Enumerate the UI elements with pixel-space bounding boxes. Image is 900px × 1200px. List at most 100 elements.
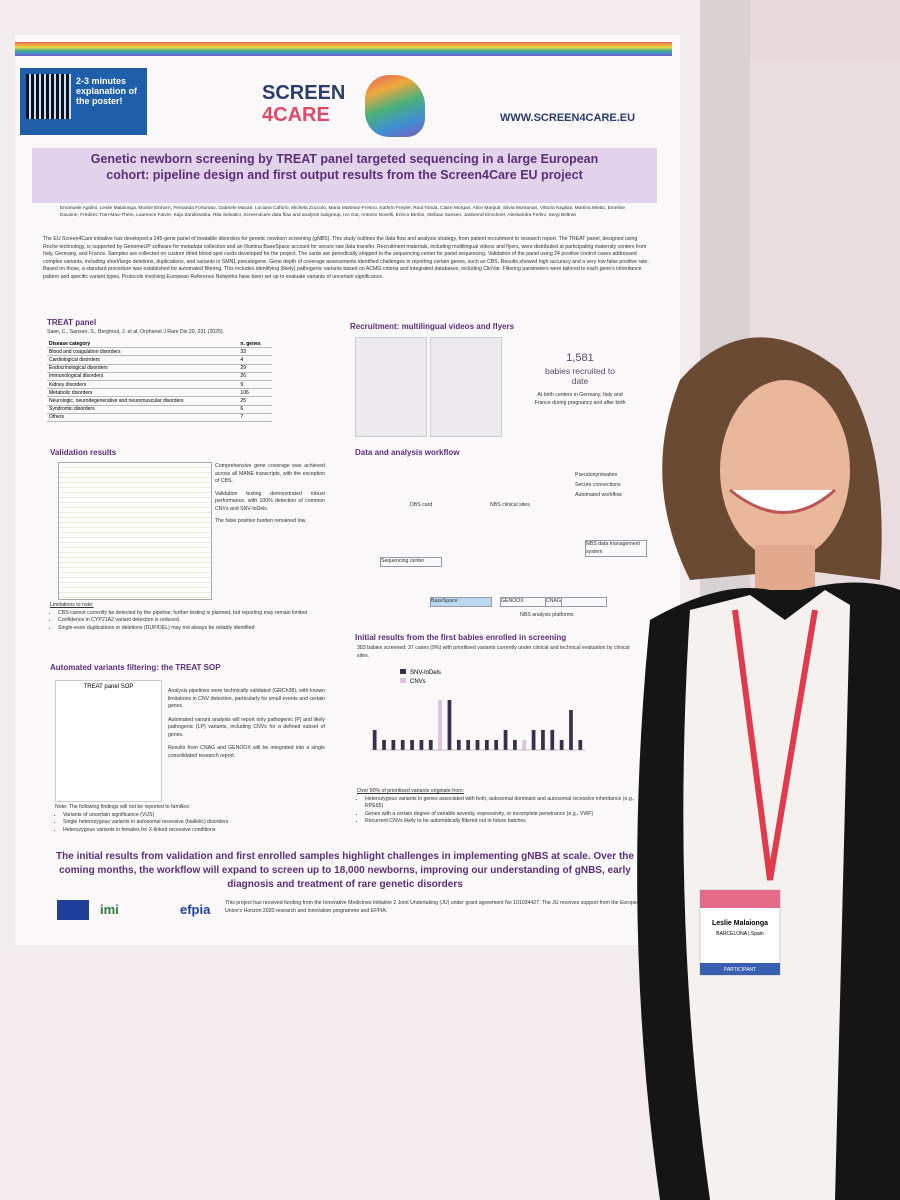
rainbow-strip	[15, 42, 672, 56]
list-item: Genes with a certain degree of variable …	[365, 811, 647, 819]
paragraph: Results from CNAG and GENOOX will be int…	[168, 745, 325, 759]
list-item: Heterozygous variants in genes associate…	[365, 796, 647, 811]
face	[720, 380, 850, 560]
list-item: Confidence in CYP21A2 variant detection …	[58, 617, 320, 625]
paragraph: Analysis pipelines were technically vali…	[168, 688, 325, 710]
cell: Immunological disorders	[47, 372, 239, 381]
cell: 4	[238, 355, 272, 365]
bar	[447, 700, 452, 750]
sop-text: Analysis pipelines were technically vali…	[168, 688, 325, 760]
bar	[475, 740, 480, 750]
subheading: Limitations to note:	[50, 602, 94, 608]
workflow-label: Pseudonymisation	[575, 472, 618, 478]
list: Variants of uncertain significance (VUS)…	[55, 812, 325, 835]
legend-swatch	[400, 678, 406, 683]
cell: 9	[238, 380, 272, 390]
list-item: Variants of uncertain significance (VUS)	[63, 812, 325, 820]
row: Neurologic, neurodegenerative and neurom…	[47, 396, 272, 406]
list-item: Heterozygous variants in females for X-l…	[63, 827, 325, 835]
validation-text: Comprehensive gene coverage was achieved…	[215, 463, 325, 526]
workflow-label: NBS clinical sites	[490, 502, 530, 508]
legend-label: CNVs	[410, 679, 426, 685]
bar	[522, 740, 527, 750]
notes: Note: The following findings will not be…	[55, 804, 325, 834]
bar	[569, 710, 573, 750]
section-heading: TREAT panel	[47, 318, 97, 327]
bar	[513, 740, 517, 750]
cell: 106	[238, 388, 272, 398]
section-heading: Data and analysis workflow	[355, 448, 460, 457]
url: WWW.SCREEN4CARE.EU	[500, 112, 636, 124]
workflow-label: GENOOX	[500, 597, 562, 607]
row: Immunological disorders 26	[47, 372, 272, 381]
disease-table: Disease category n. genes Blood and coagul…	[47, 340, 272, 422]
badge-role: PARTICIPANT	[724, 967, 756, 973]
section-heading: Initial results from the first babies en…	[355, 633, 567, 642]
legend-swatch	[400, 669, 406, 674]
logo-line2: 4CARE	[262, 104, 330, 126]
bar	[438, 700, 442, 750]
cell: 7	[238, 413, 272, 422]
bar	[503, 730, 508, 750]
qr-text: 2-3 minutes explanation of the poster!	[76, 76, 138, 106]
funding-text: This project has received funding from t…	[225, 900, 643, 914]
workflow-label: NBS analysis platforms	[520, 612, 574, 618]
bar	[484, 740, 489, 750]
row: Cardiological disorders 4	[47, 355, 272, 365]
list: CBS cannot currently be detected by the …	[50, 610, 320, 633]
origins: Over 90% of prioritised variants origina…	[357, 788, 647, 826]
recruited-label: babies recruited to date	[545, 366, 615, 386]
bar	[550, 730, 555, 750]
validation-table	[58, 462, 212, 600]
cell: Cardiological disorders	[47, 355, 239, 365]
eu-flag	[57, 900, 89, 920]
badge-footer	[700, 963, 780, 975]
qr-box: 2-3 minutes explanation of the poster!	[20, 68, 147, 135]
list-item: Single heterozygous variants in autosoma…	[63, 819, 325, 827]
flyer	[430, 337, 502, 437]
bar	[372, 730, 377, 750]
badge-header	[700, 890, 780, 908]
funder-logo: imi	[100, 902, 119, 917]
workflow-label: Secure connections	[575, 482, 621, 488]
bar	[400, 740, 405, 750]
legend-label: SNV-InDels	[410, 670, 441, 676]
chart: SNV-InDels CNVs	[370, 669, 585, 751]
badge-name: Leslie Malaionga	[712, 920, 768, 927]
paragraph: Automated variant analysis will report o…	[168, 716, 325, 738]
abstract: The EU Screen4Care initiative has develo…	[43, 236, 649, 280]
lanyard	[732, 609, 818, 881]
workflow-label: CNAG	[545, 597, 607, 607]
row: Blood and coagulation disorders 33	[47, 347, 272, 357]
workflow-label: Sequencing center	[380, 557, 442, 567]
header-cell: n. genes	[238, 340, 272, 349]
limitations: Limitations to note: CBS cannot currently…	[50, 602, 320, 632]
bar	[541, 730, 545, 750]
title: Genetic newborn screening by TREAT panel…	[90, 152, 599, 183]
paragraph: The false positive burden remained low.	[215, 518, 307, 525]
results-summary: 383 babies screened: 37 cases (9%) with …	[357, 645, 630, 659]
row: Others 7	[47, 413, 272, 422]
workflow-diagram: DBS card NBS clinical sites Pseudonymisati…	[360, 462, 650, 622]
bar	[578, 740, 583, 750]
cell: 26	[238, 372, 272, 381]
list-item: Recurrent CNVs likely to be automaticall…	[365, 818, 647, 826]
smile	[729, 488, 837, 514]
flyer	[355, 337, 427, 437]
cell: Kidney disorders	[47, 380, 239, 390]
section-heading: Automated variants filtering: the TREAT …	[50, 663, 221, 672]
authors: Emanuele Agolini, Leslie Malaionga, Mosh…	[60, 206, 626, 218]
bar	[531, 730, 536, 750]
cell: Metabolic disorders	[47, 388, 239, 398]
funder-logo: efpia	[180, 902, 211, 917]
workflow-label: Automated workflow	[575, 492, 622, 498]
section-heading: Validation results	[50, 448, 117, 457]
citation: Saier, C., Sansen, S., Berghout, J. et a…	[47, 329, 225, 335]
row: Kidney disorders 9	[47, 380, 272, 390]
qr-code	[26, 74, 71, 119]
header-cell: Disease category	[47, 340, 239, 349]
sop-image: TREAT panel SOP	[55, 680, 162, 802]
list-item: CBS cannot currently be detected by the …	[58, 610, 320, 618]
bar	[494, 740, 499, 750]
list: Heterozygous variants in genes associate…	[357, 796, 647, 826]
